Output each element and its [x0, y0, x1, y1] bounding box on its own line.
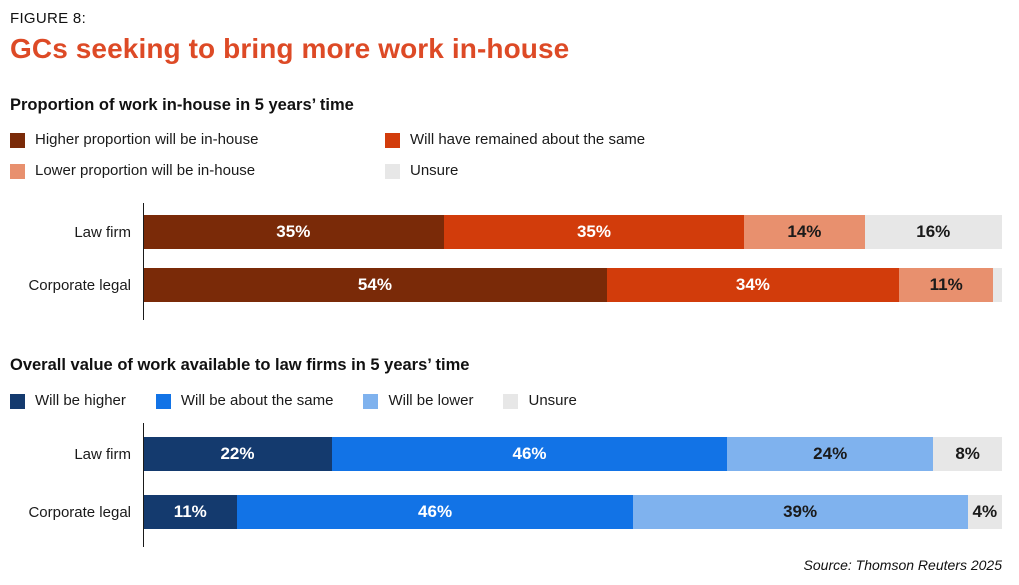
bar-segment: 39%: [632, 495, 968, 529]
legend-swatch-icon: [503, 393, 519, 409]
legend-value: Will be higher Will be about the same Will…: [10, 391, 1002, 411]
bar-segment: 14%: [744, 215, 865, 249]
legend-label: Will have remained about the same: [410, 131, 646, 148]
stacked-bar: 22% 46% 24% 8%: [143, 437, 1002, 471]
bar-segment: 54%: [143, 268, 607, 302]
legend-label: Higher proportion will be in-house: [35, 131, 259, 148]
legend-swatch-icon: [10, 132, 25, 148]
legend-swatch-icon: [363, 393, 379, 409]
bar-segment: 11%: [143, 495, 238, 529]
section-heading-value: Overall value of work available to law f…: [10, 356, 470, 374]
legend-swatch-icon: [10, 163, 25, 179]
bar-row: Law firm 22% 46% 24% 8%: [10, 437, 1002, 471]
legend-item: Unsure: [385, 161, 1002, 181]
legend-label: Will be lower: [388, 392, 474, 409]
section-heading-proportion: Proportion of work in-house in 5 years’ …: [10, 96, 354, 114]
source-note: Source: Thomson Reuters 2025: [803, 557, 1002, 573]
category-label: Corporate legal: [28, 276, 131, 294]
bar-segment: 35%: [443, 215, 745, 249]
chart-value: Law firm 22% 46% 24% 8% Corporate legal 11% 46%…: [10, 423, 1002, 547]
category-label: Law firm: [74, 223, 131, 241]
y-axis-line: [143, 423, 144, 547]
legend-swatch-icon: [155, 393, 171, 409]
category-label: Law firm: [74, 445, 131, 463]
legend-item: Lower proportion will be in-house: [10, 161, 385, 181]
stacked-bar: 11% 46% 39% 4%: [143, 495, 1002, 529]
bar-row: Corporate legal 11% 46% 39% 4%: [10, 495, 1002, 529]
figure-label: FIGURE 8:: [10, 10, 87, 27]
y-axis-line: [143, 203, 144, 320]
bar-row: Law firm 35% 35% 14% 16%: [10, 215, 1002, 249]
bar-segment: 22%: [143, 437, 332, 471]
legend-item: Higher proportion will be in-house: [10, 130, 385, 150]
stacked-bar: 35% 35% 14% 16%: [143, 215, 1002, 249]
legend-swatch-icon: [385, 132, 400, 148]
legend-item: Will be about the same: [155, 391, 334, 411]
bar-segment: 46%: [237, 495, 633, 529]
legend-item: Will be lower: [363, 391, 473, 411]
legend-item: Will have remained about the same: [385, 130, 1002, 150]
bar-segment: 4%: [967, 495, 1002, 529]
legend-swatch-icon: [10, 393, 25, 409]
legend-label: Will be higher: [35, 392, 126, 409]
legend-swatch-icon: [385, 163, 400, 179]
category-label: Corporate legal: [28, 503, 131, 521]
legend-item: Will be higher: [10, 391, 126, 411]
chart-proportion: Law firm 35% 35% 14% 16% Corporate legal 54% 34…: [10, 203, 1002, 320]
legend-proportion: Higher proportion will be in-house Will h…: [10, 130, 1002, 181]
bar-segment: 24%: [727, 437, 934, 471]
section-value-of-work: Overall value of work available to law f…: [10, 355, 1002, 547]
bar-segment: 34%: [606, 268, 899, 302]
legend-label: Lower proportion will be in-house: [35, 162, 256, 179]
bar-segment: 35%: [143, 215, 444, 249]
legend-label: Will be about the same: [180, 392, 334, 409]
bar-segment: 8%: [933, 437, 1002, 471]
section-proportion-in-house: Proportion of work in-house in 5 years’ …: [10, 95, 1002, 320]
chart-rows: Law firm 35% 35% 14% 16% Corporate legal 54% 34…: [10, 215, 1002, 302]
bar-row: Corporate legal 54% 34% 11%: [10, 268, 1002, 302]
bar-segment: 46%: [331, 437, 728, 471]
stacked-bar: 54% 34% 11%: [143, 268, 1002, 302]
bar-segment: 11%: [898, 268, 994, 302]
bar-segment: 16%: [864, 215, 1002, 249]
legend-label: Unsure: [528, 392, 577, 409]
bar-segment: [993, 268, 1002, 302]
legend-label: Unsure: [410, 162, 459, 179]
figure-title: GCs seeking to bring more work in-house: [10, 33, 570, 64]
legend-item: Unsure: [503, 391, 577, 411]
chart-rows: Law firm 22% 46% 24% 8% Corporate legal 11% 46%…: [10, 437, 1002, 529]
